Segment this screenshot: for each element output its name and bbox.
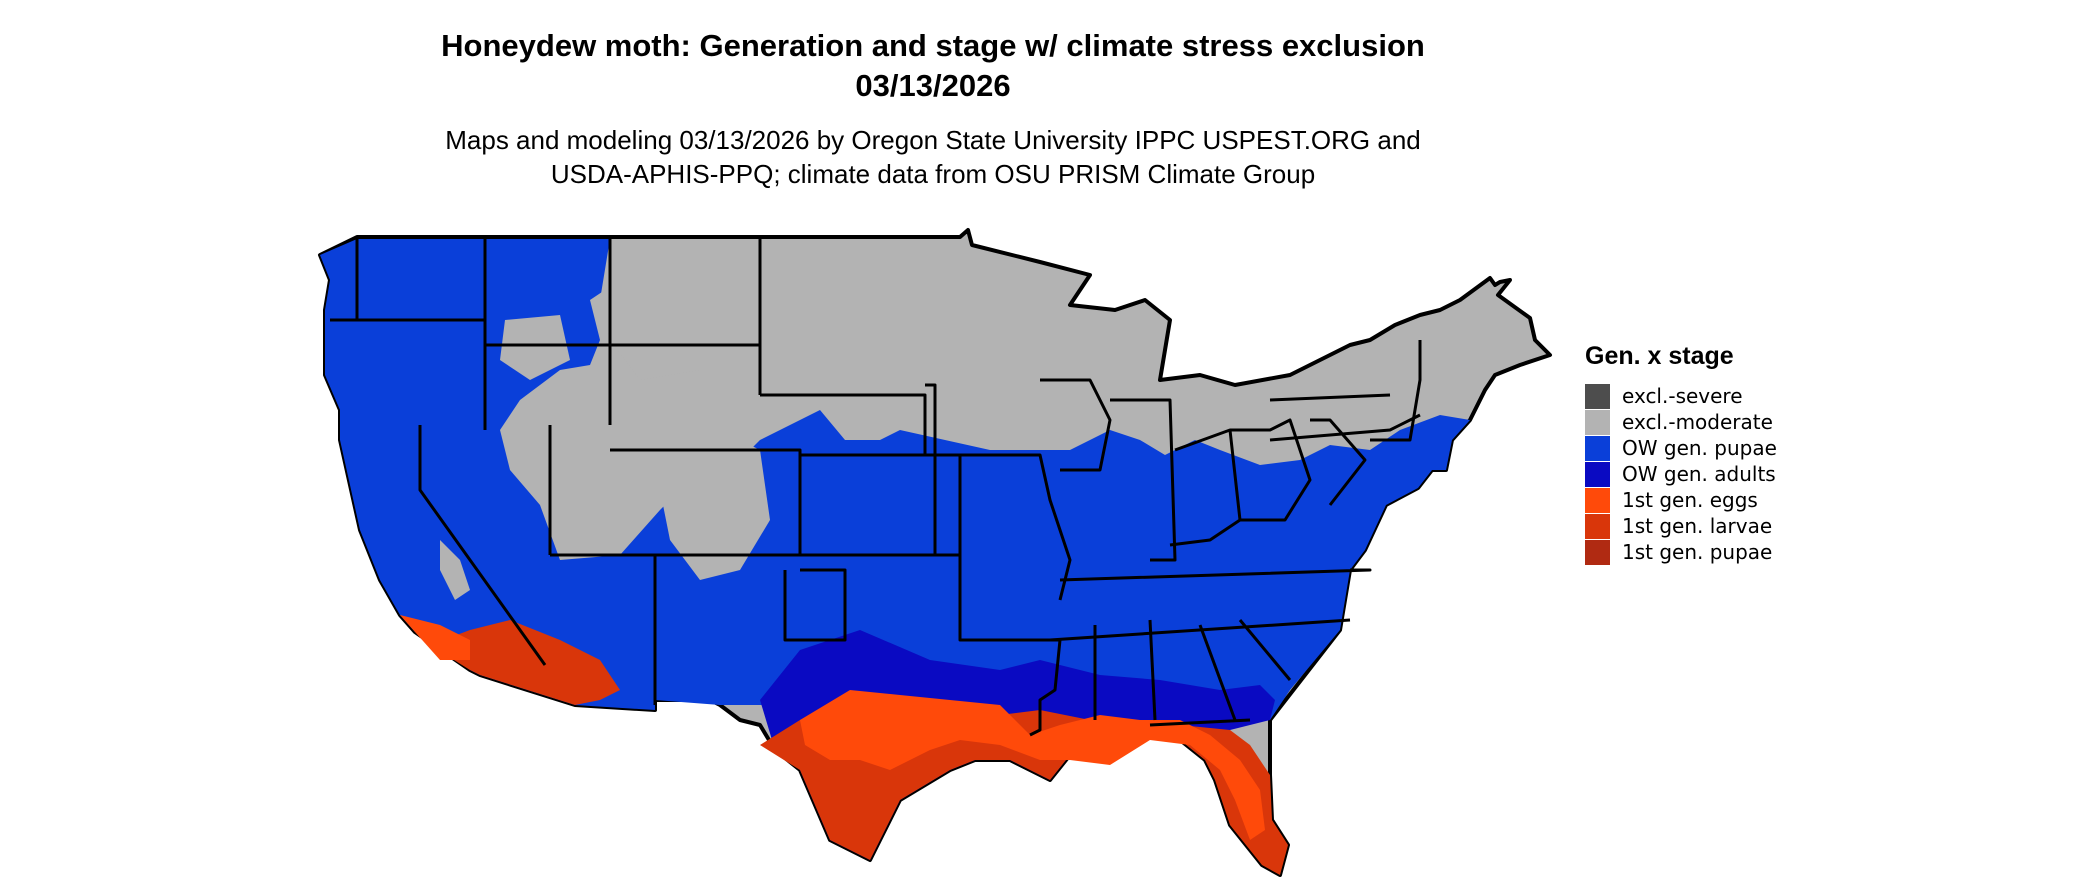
legend-item: 1st gen. pupae <box>1585 539 1777 565</box>
legend-item: excl.-severe <box>1585 383 1777 409</box>
legend-swatch <box>1585 435 1610 461</box>
legend-item: OW gen. adults <box>1585 461 1777 487</box>
legend-item: 1st gen. larvae <box>1585 513 1777 539</box>
legend-item: OW gen. pupae <box>1585 435 1777 461</box>
exclusion-idaho <box>500 315 570 380</box>
legend-swatch <box>1585 461 1610 487</box>
map-credit-line1: Maps and modeling 03/13/2026 by Oregon S… <box>445 125 1421 155</box>
legend-label: excl.-severe <box>1622 384 1743 408</box>
region-1st-gen-socal <box>400 615 470 660</box>
legend-swatch <box>1585 487 1610 513</box>
legend-swatch <box>1585 409 1610 435</box>
region-1st-gen-eggs-south <box>800 690 1265 840</box>
legend-label: 1st gen. larvae <box>1622 514 1773 538</box>
map-credit-line2: USDA-APHIS-PPQ; climate data from OSU PR… <box>550 159 1316 189</box>
map-title: Honeydew moth: Generation and stage w/ c… <box>441 28 1425 63</box>
legend-label: OW gen. pupae <box>1622 436 1777 460</box>
state-boundaries <box>330 237 1422 737</box>
legend-title: Gen. x stage <box>1585 342 1734 370</box>
legend-item: excl.-moderate <box>1585 409 1777 435</box>
region-ow-pupae <box>320 239 1470 735</box>
exclusion-sierra <box>440 540 470 600</box>
legend-item: 1st gen. eggs <box>1585 487 1777 513</box>
legend-swatch <box>1585 513 1610 539</box>
legend-label: excl.-moderate <box>1622 410 1773 434</box>
legend-label: 1st gen. eggs <box>1622 488 1758 512</box>
map-date: 03/13/2026 <box>855 68 1011 103</box>
legend-label: OW gen. adults <box>1622 462 1776 486</box>
legend-swatch <box>1585 539 1610 565</box>
legend-label: 1st gen. pupae <box>1622 540 1773 564</box>
exclusion-rockies <box>660 430 770 580</box>
legend: Gen. x stage excl.-severe excl.-moderate O… <box>1585 342 1777 565</box>
legend-swatch <box>1585 383 1610 409</box>
region-1st-gen-az <box>430 620 620 705</box>
legend-items: excl.-severe excl.-moderate OW gen. pupae O… <box>1585 383 1777 565</box>
